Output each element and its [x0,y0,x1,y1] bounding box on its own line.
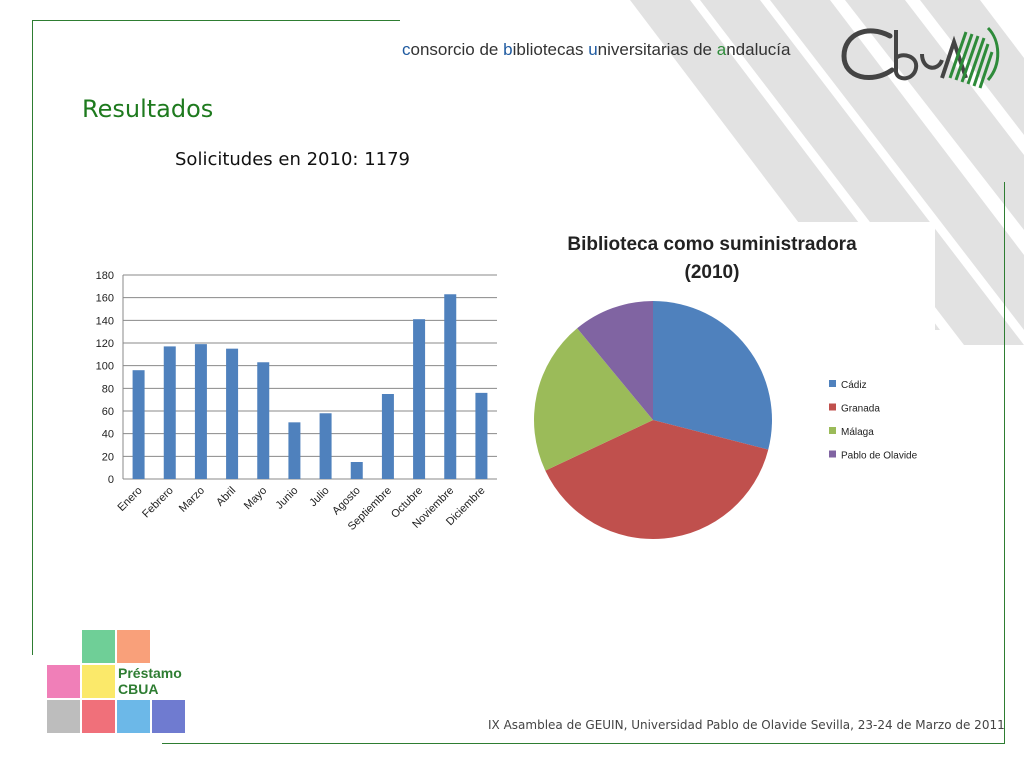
bar [475,392,488,479]
brand-tile [47,665,80,698]
consortium-name: consorcio de bibliotecas universitarias … [402,40,790,60]
consortium-part: niversitarias de [597,40,717,59]
slide-title: Resultados [82,95,214,123]
pie-slice [534,328,653,471]
y-tick-label: 0 [108,474,114,486]
slide-subtitle: Solicitudes en 2010: 1179 [175,149,411,170]
y-tick-label: 40 [102,429,114,441]
brand-tile [47,700,80,733]
pie-title: (2010) [685,262,740,283]
frame-bottom-line [162,743,1005,744]
legend-label: Pablo de Olavide [841,451,918,462]
consortium-part: a [716,40,727,59]
legend-swatch [829,427,836,434]
bar [288,422,301,479]
bar [444,294,457,479]
legend-swatch [829,450,836,458]
pie-slice [653,301,772,450]
library-pie-chart: Biblioteca como suministradora (2010) Cádi… [518,222,935,552]
brand-tile [82,700,115,733]
consortium-part: onsorcio de [410,40,504,59]
brand-line2: CBUA [118,681,159,697]
brand-tile [117,630,150,663]
brand-line1: Préstamo [118,665,182,681]
bar [257,362,270,479]
x-tick-label: Marzo [177,485,207,515]
pie-slice [545,420,769,539]
pie-title: Biblioteca como suministradora [567,234,857,255]
brand-tile [117,700,150,733]
y-tick-label: 100 [96,361,114,373]
y-tick-label: 140 [96,315,114,327]
brand-tile [152,700,185,733]
legend-label: Granada [841,404,880,415]
y-tick-label: 180 [96,270,114,282]
cbua-logo [841,26,1000,89]
x-tick-label: Febrero [140,485,176,521]
consortium-part: u [588,40,598,59]
consortium-part: c [402,40,411,59]
bar [194,344,207,479]
x-tick-label: Enero [115,485,144,514]
legend-label: Málaga [841,427,874,438]
pie-slice [577,301,653,420]
x-tick-label: Abril [214,485,238,509]
footer-text: IX Asamblea de GEUIN, Universidad Pablo … [488,718,1005,732]
y-tick-label: 20 [102,451,114,463]
brand-text: Préstamo CBUA [118,665,182,697]
legend-swatch [829,403,836,411]
frame-left-line [32,20,33,655]
legend-swatch [829,380,836,387]
y-tick-label: 160 [96,293,114,305]
brand-tile [82,665,115,698]
y-tick-label: 60 [102,406,114,418]
bar [381,394,394,479]
x-tick-label: Mayo [242,485,270,513]
bar [226,348,239,479]
consortium-part: b [503,40,513,59]
y-tick-label: 80 [102,383,114,395]
y-tick-label: 120 [96,338,114,350]
bar [163,346,176,479]
brand-tile [82,630,115,663]
bar [132,370,145,479]
legend-label: Cádiz [841,380,867,391]
prestamo-cbua-logo [47,630,185,733]
x-tick-label: Julio [307,485,331,509]
bar [319,413,332,479]
frame-right-line [1004,182,1005,744]
consortium-part: ndalucía [726,40,791,59]
bar [413,319,426,479]
frame-top-line [32,20,400,21]
bar [350,462,363,479]
consortium-part: ibliotecas [512,40,589,59]
x-tick-label: Junio [273,485,300,512]
